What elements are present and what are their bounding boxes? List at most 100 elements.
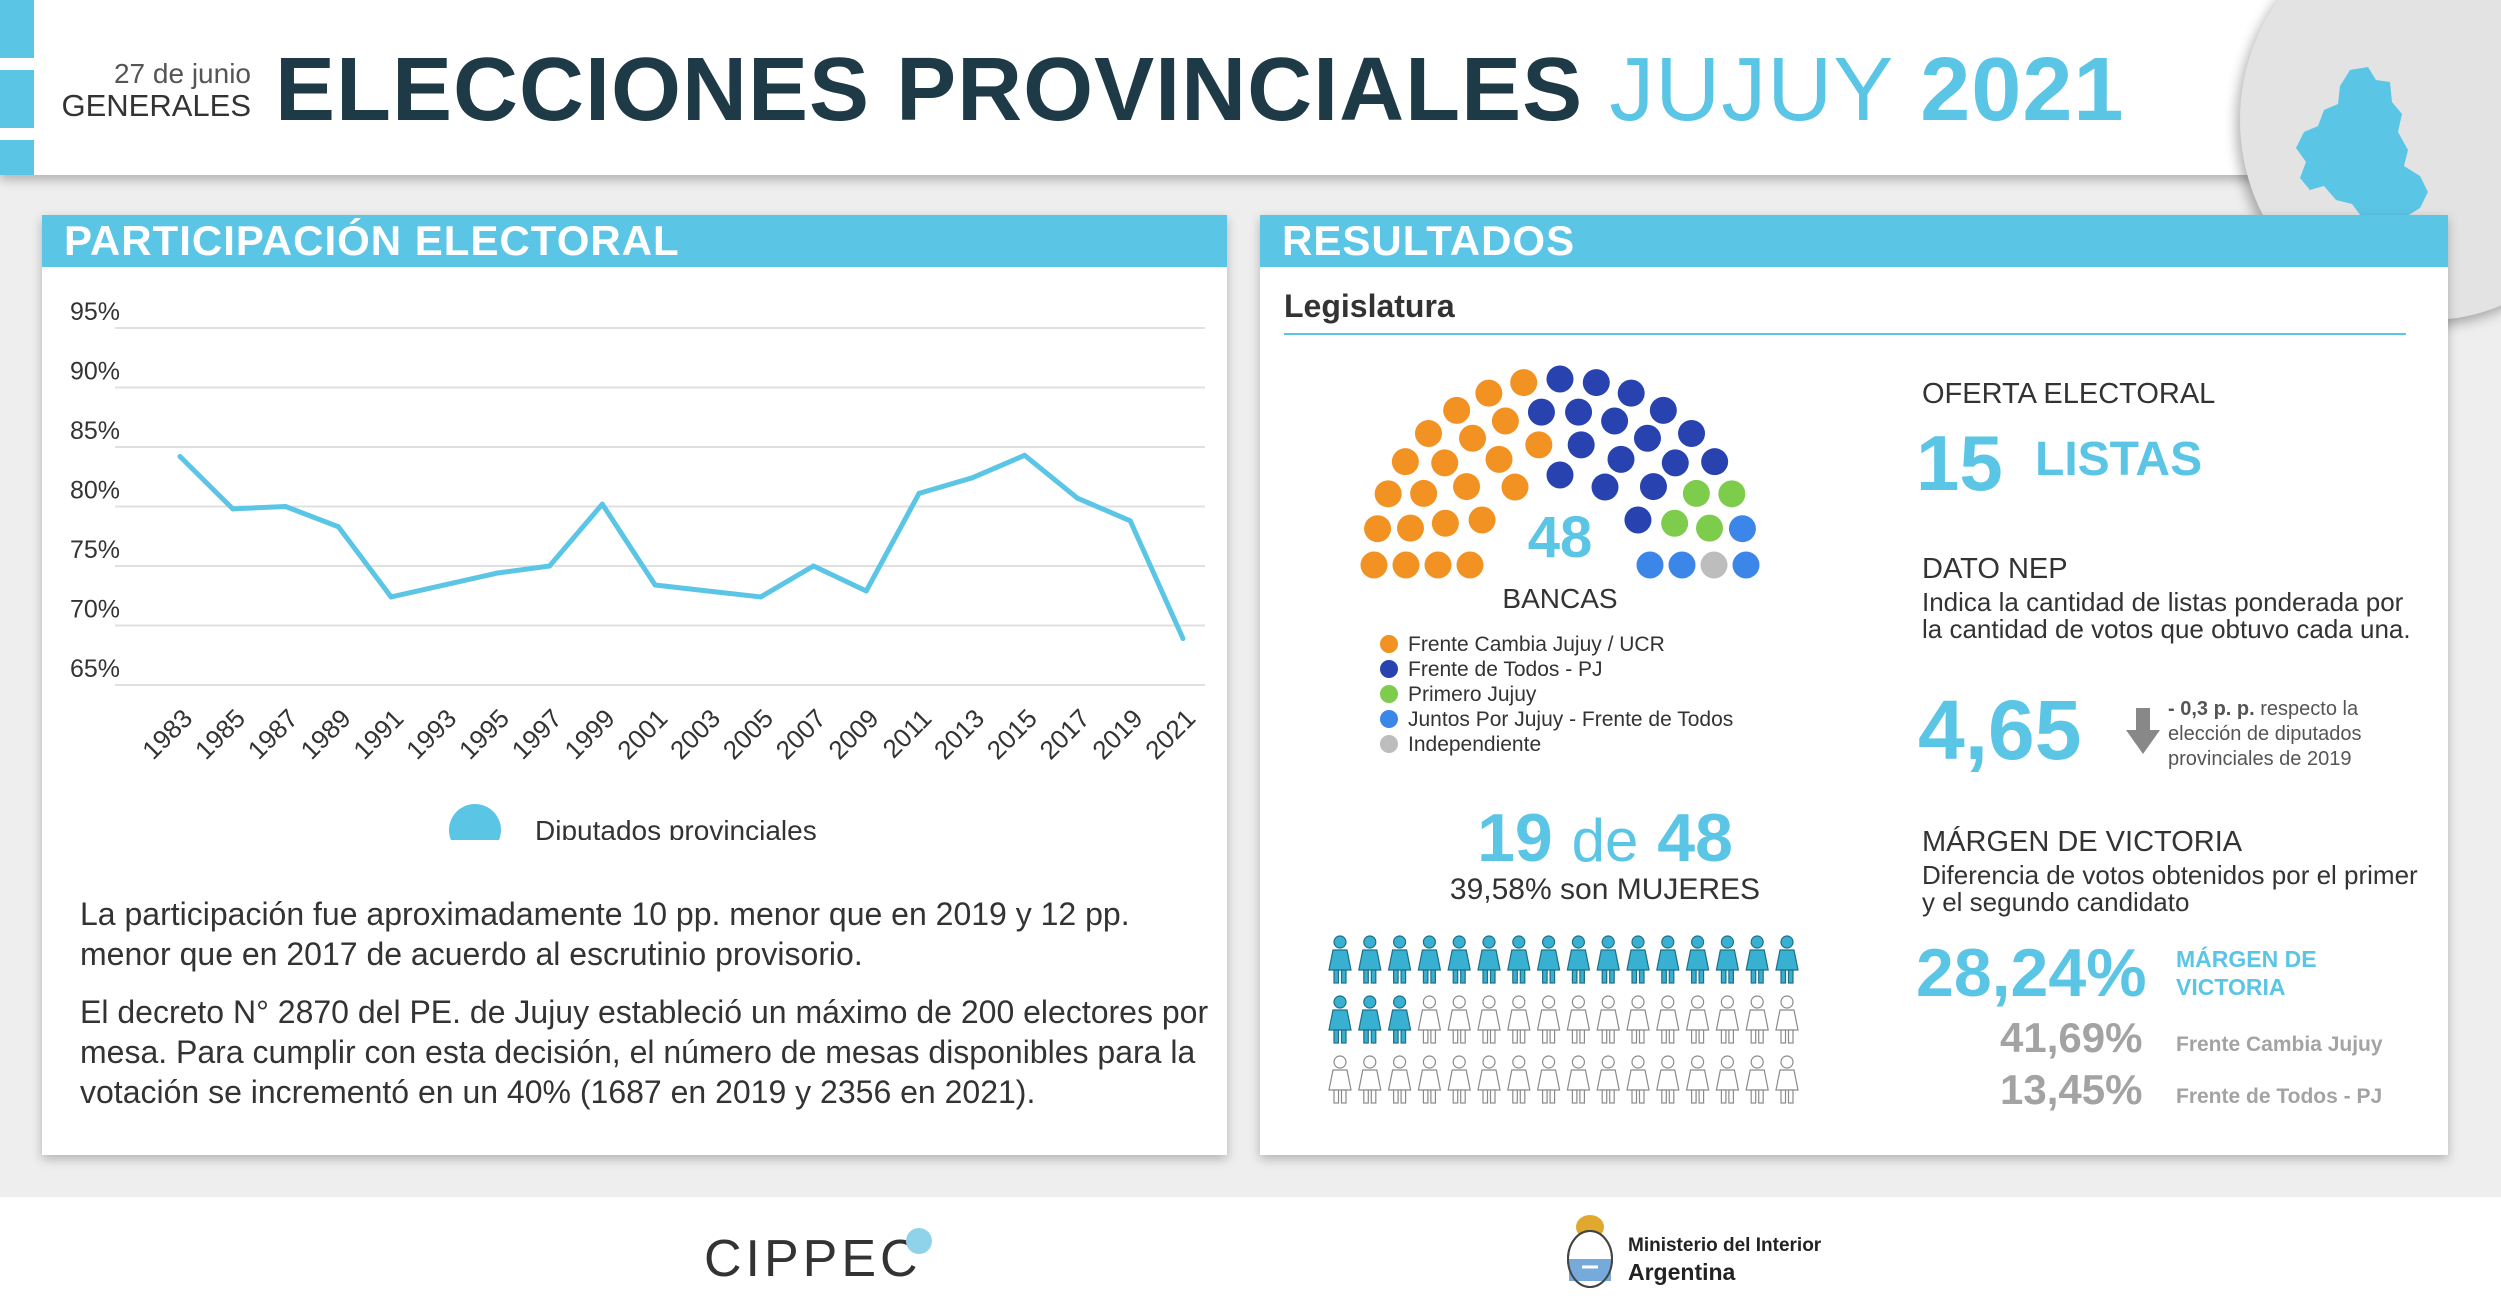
ministry-name: Ministerio del Interior xyxy=(1628,1235,1822,1256)
margin-label: MÁRGEN DE VICTORIA xyxy=(1922,826,2243,858)
data-point xyxy=(863,588,869,594)
seat-dot xyxy=(1682,479,1710,507)
seat-dot xyxy=(1546,365,1574,393)
seats-label: BANCAS xyxy=(1502,583,1618,614)
woman-icon xyxy=(1328,995,1352,1044)
jujuy-map-icon xyxy=(2296,67,2428,226)
results-panel: RESULTADOS xyxy=(1260,215,2448,1155)
seat-dot xyxy=(1485,445,1513,473)
results-heading: RESULTADOS xyxy=(1260,215,2448,267)
x-tick-label: 1991 xyxy=(347,703,409,765)
person-icon xyxy=(1507,995,1531,1044)
seat-dot xyxy=(1582,369,1610,397)
seat-dot xyxy=(1392,551,1420,579)
title-year: 2021 xyxy=(1920,40,2125,140)
data-point xyxy=(652,582,658,588)
woman-icon xyxy=(1358,995,1382,1044)
legend-item: Frente de Todos - PJ xyxy=(1380,657,1733,682)
seat-dot xyxy=(1443,396,1471,424)
seat-dot xyxy=(1475,379,1503,407)
seat-dot xyxy=(1396,514,1424,542)
legend-item: Independiente xyxy=(1380,732,1733,757)
series-line xyxy=(178,452,1186,640)
woman-icon xyxy=(1656,935,1680,984)
oferta-label: OFERTA ELECTORAL xyxy=(1922,378,2216,410)
person-icon xyxy=(1775,1055,1799,1104)
data-point xyxy=(230,506,236,512)
nep-label: DATO NEP xyxy=(1922,553,2068,585)
first-candidate-value: 41,69% xyxy=(2000,1014,2143,1061)
person-icon xyxy=(1626,995,1650,1044)
person-icon xyxy=(1656,995,1680,1044)
title-province: JUJUY xyxy=(1609,40,1895,140)
x-tick-label: 2005 xyxy=(717,703,779,765)
woman-icon xyxy=(1477,935,1501,984)
woman-icon xyxy=(1507,935,1531,984)
seat-dot xyxy=(1414,419,1442,447)
margin-description: Diferencia de votos obtenidos por el pri… xyxy=(1922,860,2418,917)
woman-icon xyxy=(1715,935,1740,984)
seat-dot xyxy=(1374,480,1402,508)
person-icon xyxy=(1477,1055,1501,1104)
person-icon xyxy=(1566,1055,1591,1104)
seats-total: 48 xyxy=(1527,505,1593,570)
person-icon xyxy=(1536,995,1561,1044)
ministry-country: Argentina xyxy=(1628,1259,1736,1285)
party-legend-list: Frente Cambia Jujuy / UCR Frente de Todos… xyxy=(1380,632,1733,757)
seat-dot xyxy=(1459,424,1487,452)
woman-icon xyxy=(1387,935,1412,984)
person-icon xyxy=(1447,995,1471,1044)
y-tick-label: 65% xyxy=(70,655,120,683)
seat-dot xyxy=(1391,448,1419,476)
seat-dot xyxy=(1468,506,1496,534)
legend-label: Juntos Por Jujuy - Frente de Todos xyxy=(1408,708,1734,731)
nep-change-value: - 0,3 p. p. xyxy=(2168,698,2255,720)
seat-hemicycle xyxy=(1360,365,1760,579)
seat-dot xyxy=(1565,398,1593,426)
seat-dot xyxy=(1700,551,1728,579)
data-point xyxy=(705,588,711,594)
seat-dot xyxy=(1546,461,1574,489)
seat-dot xyxy=(1410,479,1438,507)
y-tick-label: 70% xyxy=(70,596,120,624)
legend-dot xyxy=(1380,735,1398,753)
person-icon xyxy=(1507,1055,1531,1104)
legend-dot xyxy=(1380,635,1398,653)
margin-value: 28,24% xyxy=(1916,935,2147,1011)
person-icon xyxy=(1358,1055,1382,1104)
person-icon xyxy=(1536,1055,1561,1104)
election-type: GENERALES xyxy=(61,88,251,123)
seat-dot xyxy=(1567,431,1595,459)
person-icon xyxy=(1775,995,1799,1044)
title-main: ELECCIONES PROVINCIALES xyxy=(275,40,1584,140)
woman-icon xyxy=(1536,935,1561,984)
person-icon xyxy=(1447,1055,1471,1104)
legend-item: Primero Jujuy xyxy=(1380,682,1733,707)
legend-label: Frente de Todos - PJ xyxy=(1408,658,1603,681)
legend-dot xyxy=(1380,710,1398,728)
data-point xyxy=(283,504,289,509)
person-icon xyxy=(1328,1055,1352,1104)
seat-dot xyxy=(1668,551,1696,579)
person-icon xyxy=(1417,1055,1442,1104)
legend-item: Frente Cambia Jujuy / UCR xyxy=(1380,632,1733,657)
woman-icon xyxy=(1596,935,1620,984)
data-point xyxy=(599,501,605,507)
woman-icon xyxy=(1358,935,1382,984)
women-connector: de xyxy=(1571,807,1639,874)
x-tick-label: 1989 xyxy=(294,703,356,765)
women-total: 48 xyxy=(1657,800,1733,876)
person-icon xyxy=(1715,1055,1740,1104)
margin-value-label: MÁRGEN DE VICTORIA xyxy=(2176,946,2317,1000)
data-point xyxy=(441,582,447,588)
data-point xyxy=(388,594,394,600)
person-icon xyxy=(1685,1055,1710,1104)
seat-dot xyxy=(1617,379,1645,407)
seat-dot xyxy=(1491,407,1519,435)
person-icon xyxy=(1626,1055,1650,1104)
x-tick-label: 2021 xyxy=(1139,703,1201,765)
seat-dot xyxy=(1453,473,1481,501)
person-icon xyxy=(1566,995,1591,1044)
woman-icon xyxy=(1626,935,1650,984)
x-tick-label: 2017 xyxy=(1034,703,1096,765)
